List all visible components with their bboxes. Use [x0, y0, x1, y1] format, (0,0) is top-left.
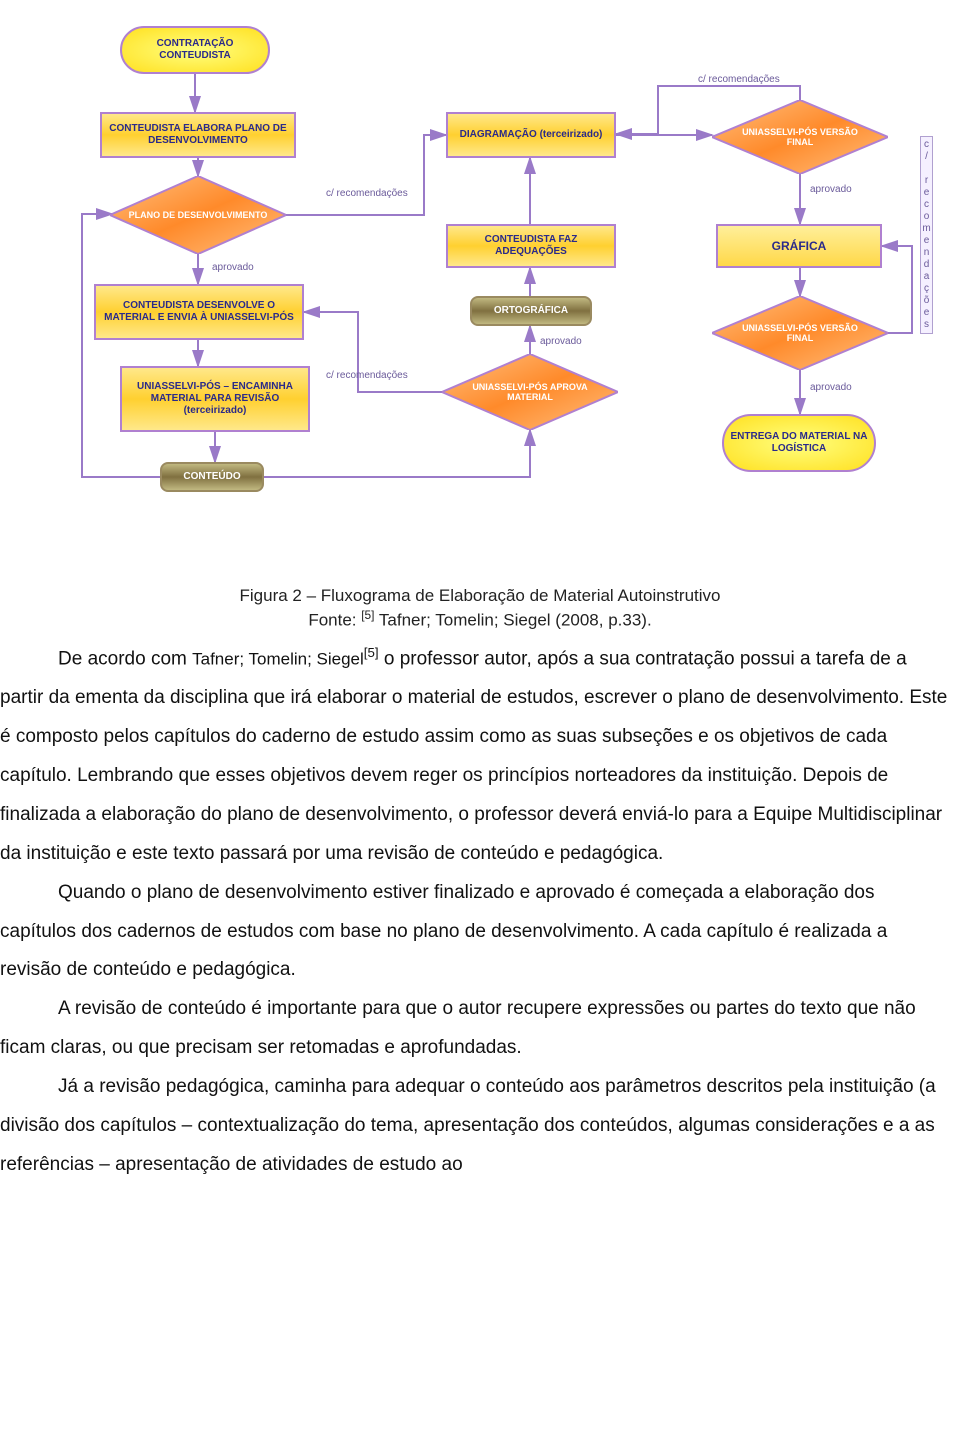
figure-source: Fonte: [5] Tafner; Tomelin; Siegel (2008… — [0, 608, 960, 631]
node-plano-decisao: PLANO DE DESENVOLVIMENTO — [110, 176, 286, 254]
node-versao-final-1: UNIASSELVI-PÓS VERSÃO FINAL — [712, 100, 888, 174]
label-rec-2: c/ recomendações — [326, 370, 408, 381]
figure-caption: Figura 2 – Fluxograma de Elaboração de M… — [0, 586, 960, 606]
p1-sup: [5] — [364, 645, 379, 660]
node-conteudo: CONTEÚDO — [160, 462, 264, 492]
flowchart-diagram: CONTRATAÇÃO CONTEUDISTA CONTEUDISTA ELAB… — [0, 0, 960, 580]
label-apr-4: aprovado — [810, 382, 852, 393]
node-encaminha-revisao: UNIASSELVI-PÓS – ENCAMINHA MATERIAL PARA… — [120, 366, 310, 432]
p1-b: Tafner; Tomelin; Siegel — [192, 649, 364, 668]
node-entrega: ENTREGA DO MATERIAL NA LOGÍSTICA — [722, 414, 876, 472]
node-elabora-plano: CONTEUDISTA ELABORA PLANO DE DESENVOLVIM… — [100, 112, 296, 158]
node-versao-final-2: UNIASSELVI-PÓS VERSÃO FINAL — [712, 296, 888, 370]
node-aprova-material: UNIASSELVI-PÓS APROVA MATERIAL — [442, 354, 618, 430]
source-rest: Tafner; Tomelin; Siegel (2008, p.33). — [374, 611, 651, 630]
node-desenvolve-material: CONTEUDISTA DESENVOLVE O MATERIAL E ENVI… — [94, 284, 304, 340]
label-rec-1: c/ recomendações — [326, 188, 408, 199]
label-apr-1: aprovado — [212, 262, 254, 273]
node-diagramacao: DIAGRAMAÇÃO (terceirizado) — [446, 112, 616, 158]
label-apr-3: aprovado — [810, 184, 852, 195]
label-apr-2: aprovado — [540, 336, 582, 347]
node-grafica: GRÁFICA — [716, 224, 882, 268]
paragraph-1: De acordo com Tafner; Tomelin; Siegel[5]… — [0, 639, 952, 874]
paragraph-3: A revisão de conteúdo é importante para … — [0, 990, 952, 1068]
p1-c: o professor autor, após a sua contrataçã… — [0, 648, 947, 864]
label-side-rec: c/ recomendações — [920, 136, 933, 334]
node-ortografica: ORTOGRÁFICA — [470, 296, 592, 326]
paragraph-2: Quando o plano de desenvolvimento estive… — [0, 874, 952, 991]
node-adequacoes: CONTEUDISTA FAZ ADEQUAÇÕES — [446, 224, 616, 268]
label-rec-3: c/ recomendações — [698, 74, 780, 85]
paragraph-4: Já a revisão pedagógica, caminha para ad… — [0, 1068, 952, 1185]
node-contratacao: CONTRATAÇÃO CONTEUDISTA — [120, 26, 270, 74]
p1-a: De acordo com — [58, 648, 192, 669]
body-text: De acordo com Tafner; Tomelin; Siegel[5]… — [0, 631, 960, 1185]
source-sup: [5] — [361, 608, 374, 622]
source-prefix: Fonte: — [308, 611, 361, 630]
